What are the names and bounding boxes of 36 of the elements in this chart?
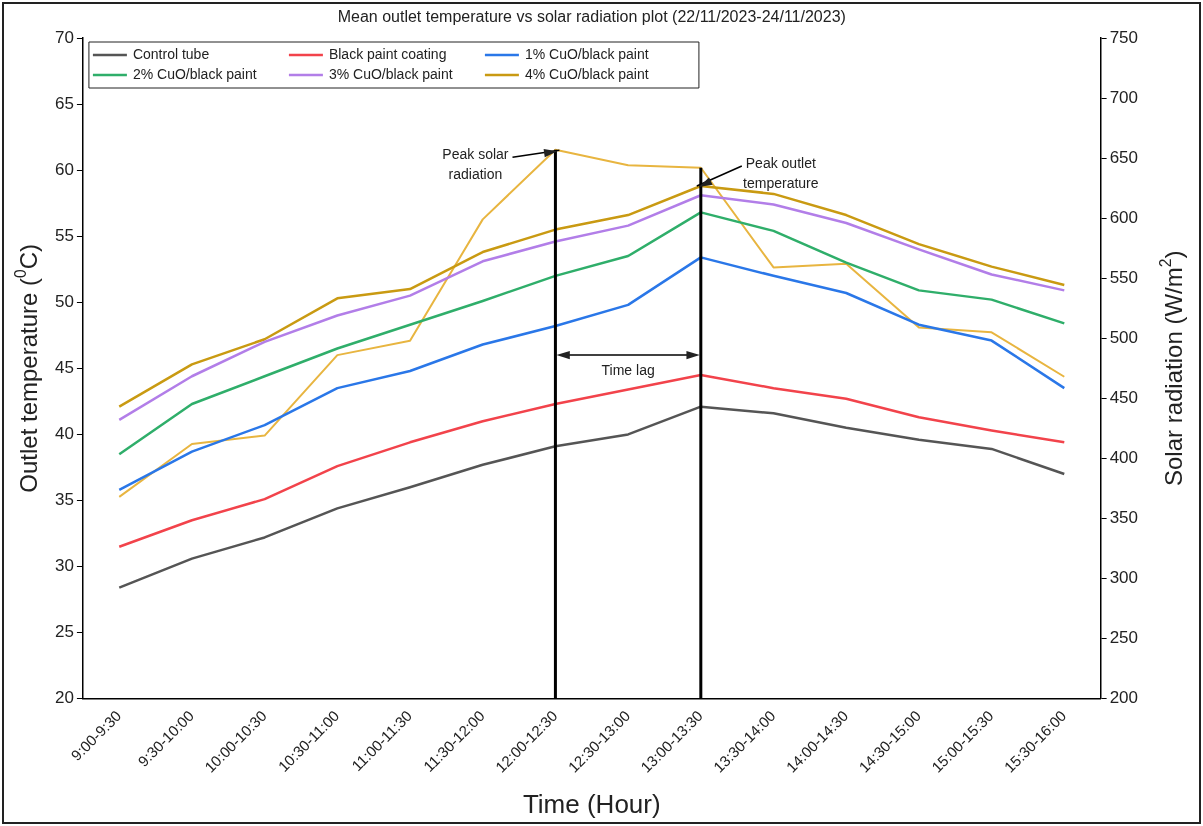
legend-label: 1% CuO/black paint: [524, 45, 649, 62]
y-tick-label: 70: [54, 27, 74, 47]
y2-tick-label: 350: [1109, 508, 1139, 528]
y-tick-label: 35: [54, 490, 74, 510]
y2-tick-label: 250: [1109, 628, 1139, 648]
y-tick-label: 40: [54, 424, 74, 444]
y-tick-label: 65: [54, 93, 74, 113]
y-tick-label: 55: [54, 225, 74, 245]
annotation: Peak solar radiation: [442, 146, 509, 183]
y-tick-label: 45: [54, 358, 74, 378]
y-tick-label: 30: [54, 556, 74, 576]
x-axis-title: Time (Hour): [522, 789, 661, 820]
y-tick-label: 25: [54, 622, 74, 642]
legend-label: 4% CuO/black paint: [524, 65, 649, 82]
legend-label: 3% CuO/black paint: [328, 65, 453, 82]
y2-tick-label: 500: [1109, 327, 1139, 347]
chart-title: Mean outlet temperature vs solar radiation plot (22/11/2023-24/11/2023): [337, 8, 846, 26]
y2-tick-label: 450: [1109, 388, 1139, 408]
y2-tick-label: 650: [1109, 147, 1139, 167]
annotation: Peak outlet temperature: [743, 154, 819, 191]
y2-axis-title: Solar radiation (W/m2): [1156, 250, 1187, 487]
annotation: Time lag: [601, 361, 655, 378]
y-tick-label: 60: [54, 159, 74, 179]
y2-tick-label: 400: [1109, 448, 1139, 468]
y2-tick-label: 550: [1109, 267, 1139, 287]
y2-tick-label: 750: [1109, 27, 1139, 47]
legend-label: Black paint coating: [328, 45, 447, 62]
y2-tick-label: 200: [1109, 688, 1139, 708]
y2-tick-label: 300: [1109, 568, 1139, 588]
legend-label: Control tube: [132, 45, 210, 62]
y-tick-label: 50: [54, 291, 74, 311]
y2-tick-label: 600: [1109, 207, 1139, 227]
y-tick-label: 20: [54, 688, 74, 708]
legend-label: 2% CuO/black paint: [132, 65, 257, 82]
y-axis-title: Outlet temperature (0C): [11, 243, 42, 493]
y2-tick-label: 700: [1109, 87, 1139, 107]
